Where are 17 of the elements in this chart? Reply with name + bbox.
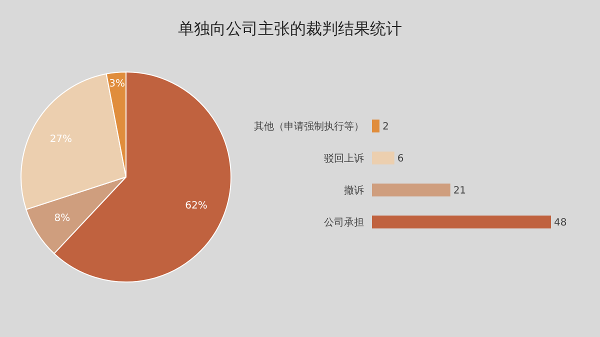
data-label: 8% (54, 213, 70, 224)
bar (372, 120, 380, 132)
data-label: 6 (397, 154, 404, 164)
data-label: 27% (50, 134, 72, 146)
bar (372, 184, 450, 196)
data-label: 2 (382, 122, 389, 132)
y-tick-label: 其他（申请强制执行等） (254, 120, 364, 132)
text: 单独向公司主张的裁判结果统计 (178, 19, 402, 38)
y-tick-label: 驳回上诉 (324, 152, 364, 164)
data-label: 62% (185, 200, 208, 212)
data-label: 3% (109, 78, 126, 90)
y-tick-label: 公司承担 (324, 216, 364, 228)
data-label: 21 (453, 186, 466, 196)
bar (372, 216, 551, 228)
data-label: 48 (554, 218, 567, 228)
y-tick-label: 撤诉 (344, 184, 364, 196)
bar (372, 152, 394, 164)
